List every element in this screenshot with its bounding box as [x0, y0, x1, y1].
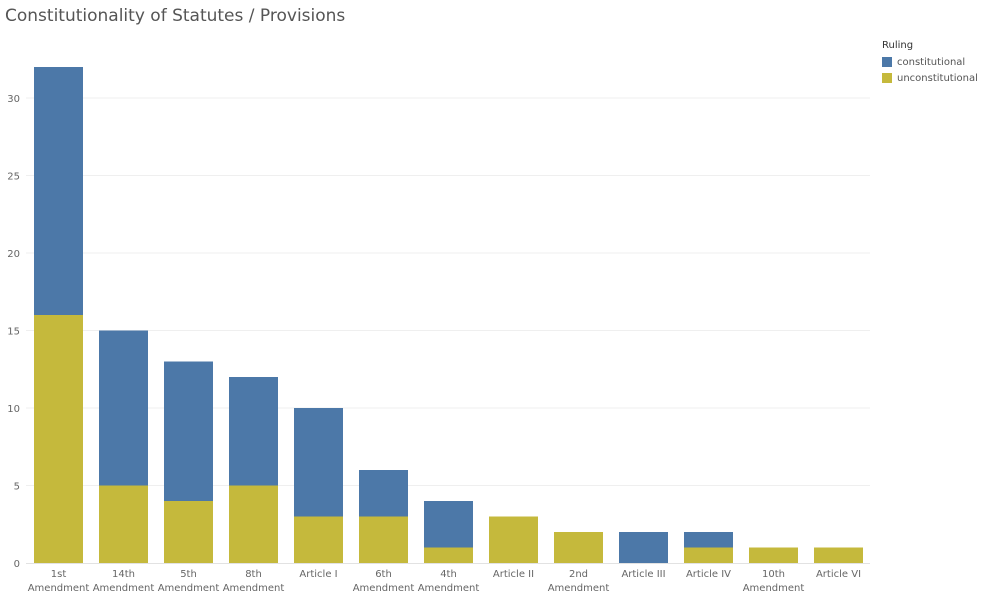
bar-constitutional-9[interactable] — [619, 532, 668, 563]
x-tick-label-8-0: 2nd — [569, 569, 588, 580]
y-tick-label-25: 25 — [7, 172, 20, 183]
x-tick-label-11-1: Amendment — [743, 583, 805, 594]
y-tick-label-5: 5 — [14, 482, 20, 493]
x-tick-label-2-1: Amendment — [158, 583, 220, 594]
bar-unconstitutional-10[interactable] — [684, 547, 733, 564]
x-tick-label-0-1: Amendment — [28, 583, 90, 594]
bar-constitutional-4[interactable] — [294, 408, 343, 517]
bar-unconstitutional-12[interactable] — [814, 547, 863, 564]
x-tick-label-7-0: Article II — [493, 569, 534, 580]
bar-unconstitutional-8[interactable] — [554, 532, 603, 563]
bar-constitutional-1[interactable] — [99, 330, 148, 486]
legend: Ruling constitutional unconstitutional — [882, 40, 978, 86]
x-tick-label-0-0: 1st — [51, 569, 67, 580]
legend-item-unconstitutional[interactable]: unconstitutional — [882, 70, 978, 86]
x-axis: 1st Amendment 14th Amendment 5th Amendment 8th… — [28, 569, 861, 594]
x-tick-label-11-0: 10th — [762, 569, 785, 580]
legend-swatch-unconstitutional — [882, 73, 892, 83]
legend-swatch-constitutional — [882, 57, 892, 67]
bar-constitutional-2[interactable] — [164, 361, 213, 502]
x-tick-label-9-0: Article III — [621, 569, 665, 580]
chart-title: Constitutionality of Statutes / Provisio… — [5, 6, 346, 26]
bar-constitutional-10[interactable] — [684, 532, 733, 548]
x-tick-label-5-0: 6th — [375, 569, 392, 580]
x-tick-label-1-0: 14th — [112, 569, 135, 580]
bar-unconstitutional-3[interactable] — [229, 485, 278, 564]
x-tick-label-8-1: Amendment — [548, 583, 610, 594]
y-tick-label-30: 30 — [7, 94, 20, 105]
legend-title: Ruling — [882, 40, 914, 51]
legend-item-constitutional[interactable]: constitutional — [882, 54, 978, 70]
bar-unconstitutional-4[interactable] — [294, 516, 343, 564]
bar-unconstitutional-6[interactable] — [424, 547, 473, 564]
bar-unconstitutional-1[interactable] — [99, 485, 148, 564]
x-tick-label-5-1: Amendment — [353, 583, 415, 594]
y-axis: 0 5 10 15 20 25 30 — [7, 94, 870, 570]
x-tick-label-6-1: Amendment — [418, 583, 480, 594]
gridlines — [26, 97, 870, 486]
x-tick-label-1-1: Amendment — [93, 583, 155, 594]
bar-unconstitutional-7[interactable] — [489, 516, 538, 564]
x-tick-label-12-0: Article VI — [816, 569, 861, 580]
y-tick-label-15: 15 — [7, 327, 20, 338]
bars — [34, 67, 863, 563]
bar-chart: 0 5 10 15 20 25 30 1st Amendment 14th Amendment 5t… — [7, 67, 870, 594]
x-tick-label-3-1: Amendment — [223, 583, 285, 594]
bar-constitutional-0[interactable] — [34, 67, 83, 315]
x-tick-label-3-0: 8th — [245, 569, 262, 580]
y-tick-label-10: 10 — [7, 404, 20, 415]
bar-constitutional-3[interactable] — [229, 377, 278, 486]
x-tick-label-2-0: 5th — [180, 569, 197, 580]
legend-label-constitutional: constitutional — [897, 56, 966, 68]
y-tick-label-20: 20 — [7, 249, 20, 260]
legend-label-unconstitutional: unconstitutional — [897, 72, 978, 84]
bar-constitutional-6[interactable] — [424, 501, 473, 548]
bar-constitutional-5[interactable] — [359, 470, 408, 517]
bar-unconstitutional-0[interactable] — [34, 315, 83, 563]
y-tick-label-0: 0 — [14, 559, 20, 570]
x-tick-label-10-0: Article IV — [686, 569, 731, 580]
bar-unconstitutional-5[interactable] — [359, 516, 408, 564]
x-tick-label-4-0: Article I — [299, 569, 337, 580]
bar-unconstitutional-11[interactable] — [749, 547, 798, 564]
x-tick-label-6-0: 4th — [440, 569, 457, 580]
bar-unconstitutional-2[interactable] — [164, 501, 213, 563]
